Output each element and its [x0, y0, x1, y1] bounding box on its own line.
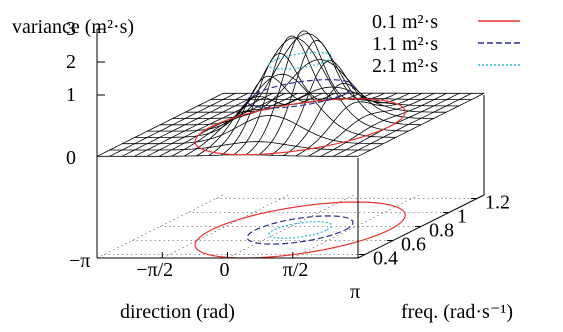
surface-contours [194, 51, 406, 156]
mesh-line-freq-7 [185, 86, 447, 113]
x-tick-label-0: −π [69, 250, 90, 272]
mesh-line-dir-12 [245, 30, 373, 156]
floor-contour-2 [268, 220, 333, 240]
legend-label-1: 1.1 m²·s [372, 33, 438, 55]
mesh-line-dir-18 [320, 92, 447, 157]
floor-grid-line-x-0 [96, 194, 224, 259]
mesh-line-freq-3 [134, 73, 396, 138]
legend-label-0: 0.1 m²·s [372, 11, 438, 33]
mesh-line-dir-2 [121, 92, 249, 157]
x-axis-ticks: −π −π/2 0 π/2 π [69, 250, 360, 303]
z-tick-label-0: 0 [66, 147, 76, 169]
y-tick-label-2: 0.8 [429, 220, 454, 242]
x-tick-label-3: π/2 [283, 259, 309, 281]
legend: 0.1 m²·s1.1 m²·s2.1 m²·s [372, 11, 520, 77]
mesh-line-dir-20 [345, 92, 472, 157]
mesh-line-dir-1 [109, 92, 236, 157]
z-axis-label: variance (m²·s) [12, 16, 134, 38]
floor-grid-line-x-1 [162, 194, 289, 259]
z-tick-label-2: 2 [66, 51, 76, 73]
y-tick-label-3: 1 [457, 206, 467, 228]
mesh-line-dir-13 [258, 40, 385, 156]
x-tick-label-1: −π/2 [136, 259, 173, 281]
x-tick-label-2: 0 [220, 259, 230, 281]
x-tick-label-4: π [350, 281, 360, 303]
y-axis-ticks: 0.40.60.81 1.2 [359, 192, 510, 270]
mesh-line-dir-4 [146, 92, 273, 157]
surface-contour-0 [194, 98, 406, 156]
mesh-line-freq-2 [122, 114, 384, 145]
z-axis: 0 1 2 3 [66, 18, 105, 169]
floor-grid-line-x-2 [227, 194, 354, 259]
mesh-line-dir-14 [270, 60, 398, 156]
z-tick-label-1: 1 [66, 84, 76, 106]
mesh-line-dir-0 [96, 92, 224, 157]
y-tick-label-4: 1.2 [485, 192, 510, 214]
mesh-line-freq-4 [147, 37, 409, 132]
mesh-line-dir-16 [295, 92, 423, 157]
mesh-line-dir-17 [308, 92, 435, 157]
floor-contour-0 [194, 201, 406, 259]
legend-label-2: 2.1 m²·s [372, 55, 438, 77]
mesh-line-dir-6 [171, 92, 298, 157]
mesh-line-freq-1 [109, 141, 371, 151]
surface-mesh [96, 30, 485, 157]
z-tick-label-3: 3 [66, 18, 76, 40]
mesh-line-freq-0 [97, 154, 358, 157]
mesh-line-dir-21 [357, 92, 485, 157]
y-axis-label: freq. (rad·s⁻¹) [401, 301, 513, 323]
x-axis-label: direction (rad) [120, 301, 235, 323]
y-tick-label-0: 0.4 [373, 248, 398, 270]
mesh-line-freq-5 [160, 33, 421, 126]
mesh-line-dir-5 [158, 92, 286, 157]
floor-grid-line-x-3 [292, 194, 419, 259]
floor-contours [194, 201, 406, 259]
mesh-line-dir-3 [134, 92, 261, 157]
surface-contour-2 [268, 51, 333, 70]
floor-contour-1 [246, 215, 354, 245]
y-tick-label-1: 0.6 [401, 234, 426, 256]
mesh-line-dir-15 [283, 82, 410, 156]
surface-contour-1 [246, 78, 354, 109]
